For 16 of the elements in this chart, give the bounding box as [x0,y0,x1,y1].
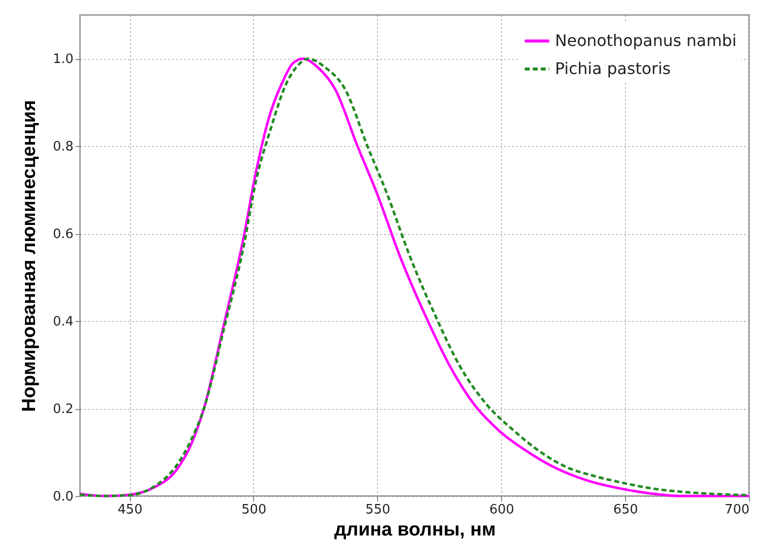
y-tick-label: 0.4 [52,314,74,330]
x-tick-label: 550 [365,502,390,518]
y-tick-label: 0.6 [52,227,74,242]
x-tick-label: 650 [613,502,638,518]
legend-label: Neonothopanus nambi [555,31,737,50]
y-tick-label: 0.2 [52,402,74,418]
legend-label: Pichia pastoris [555,59,671,78]
y-tick-label: 0.8 [52,140,74,155]
x-axis-title: длина волны, нм [334,520,496,540]
y-tick-label: 0.0 [52,490,74,504]
x-tick-label: 450 [118,502,142,518]
y-tick-label: 1.0 [52,52,74,68]
x-tick-label: 500 [242,502,266,518]
y-axis-title: Нормированная люминесценция [18,100,40,412]
x-tick-label: 700 [724,502,750,518]
x-tick-label: 600 [489,502,514,518]
